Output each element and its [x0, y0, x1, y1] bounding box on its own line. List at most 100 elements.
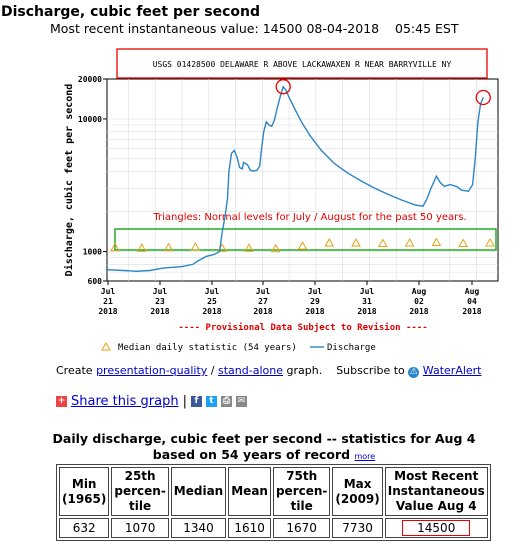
peak-circle-jul27: [275, 79, 291, 95]
station-name: USGS 01428500 DELAWARE R ABOVE LACKAWAXE…: [153, 60, 452, 69]
stats-header-cell: Most Recent Instantaneous Value Aug 4: [384, 467, 488, 516]
stats-subtitle: based on 54 years of record: [152, 447, 351, 462]
plot-frame: [106, 78, 499, 282]
stats-table: Min (1965) 25th percen-tile Median Mean 75th pe…: [56, 464, 491, 541]
recent-label: Most recent instantaneous value:: [50, 21, 259, 36]
x-tick-label: 02: [414, 297, 424, 306]
x-tick-label: Jul: [308, 287, 323, 296]
median-marker: [190, 242, 201, 251]
stats-subtitle-line: based on 54 years of record more: [0, 447, 528, 465]
median-marker: [458, 238, 469, 248]
x-tick-label: 23: [155, 297, 165, 306]
x-tick-label: 2018: [357, 307, 376, 316]
median-marker: [377, 238, 388, 248]
median-marker: [136, 243, 147, 252]
stats-value-row: 632 1070 1340 1610 1670 7730 14500: [59, 518, 488, 538]
wateralert-icon: ⚠: [408, 367, 420, 378]
print-icon[interactable]: ⎙: [220, 396, 232, 407]
legend-discharge-label: Discharge: [327, 343, 376, 353]
annotation-text: Triangles: Normal levels for July / Augu…: [152, 212, 466, 223]
stats-value-cell: 7730: [332, 518, 383, 538]
facebook-icon[interactable]: f: [190, 396, 202, 407]
x-tick-label: 31: [362, 297, 372, 306]
share-separator: |: [182, 394, 187, 409]
x-tick-label: Jul: [153, 287, 168, 296]
median-marker: [297, 241, 308, 250]
recent-value-line: Most recent instantaneous value: 14500 0…: [50, 21, 458, 36]
presentation-quality-link[interactable]: presentation-quality: [96, 364, 208, 377]
median-marker: [110, 242, 120, 252]
recent-time: 05:45 EST: [395, 21, 459, 36]
share-bar: + Share this graph | f t ⎙ ✉: [56, 394, 247, 409]
stats-header-row: Min (1965) 25th percen-tile Median Mean 75th pe…: [59, 467, 488, 516]
x-tick-label: 2018: [253, 307, 272, 316]
x-tick-label: 27: [258, 297, 268, 306]
stats-title: Daily discharge, cubic feet per second -…: [0, 431, 528, 465]
x-tick-label: 04: [467, 297, 477, 306]
y-tick-label: 1000: [83, 248, 102, 257]
most-recent-value: 14500: [402, 520, 471, 536]
x-tick-label: Aug: [465, 287, 480, 296]
x-tick-label: Jul: [256, 287, 271, 296]
stats-value-cell: 14500: [384, 518, 488, 538]
x-tick-label: 29: [310, 297, 320, 306]
stats-header-cell: 25th percen-tile: [111, 467, 169, 516]
wateralert-link[interactable]: WaterAlert: [422, 364, 482, 377]
stats-header-cell: Mean: [228, 467, 271, 516]
median-marker: [270, 243, 281, 253]
graph-text: graph.: [286, 364, 323, 377]
x-tick-label: 2018: [409, 307, 428, 316]
recent-date: 08-04-2018: [306, 21, 380, 36]
email-icon[interactable]: ✉: [235, 396, 247, 407]
x-tick-label: Aug: [412, 287, 427, 296]
x-tick-label: Jul: [360, 287, 375, 296]
x-tick-label: 2018: [462, 307, 481, 316]
stats-header-cell: Median: [170, 467, 227, 516]
share-plus-icon[interactable]: +: [56, 396, 67, 407]
normal-range-box: [114, 228, 497, 251]
stats-header-cell: 75th percen-tile: [272, 467, 331, 516]
twitter-icon[interactable]: t: [205, 396, 217, 407]
x-tick-label: Jul: [101, 287, 116, 296]
stats-value-cell: 632: [59, 518, 110, 538]
x-tick-label: 21: [103, 297, 113, 306]
x-axis: Jul212018Jul232018Jul252018Jul272018Jul2…: [98, 281, 482, 316]
y-tick-label: 20000: [78, 75, 102, 84]
x-tick-label: 2018: [150, 307, 169, 316]
stats-value-cell: 1610: [228, 518, 271, 538]
median-marker: [431, 237, 442, 247]
legend-median-marker: [101, 341, 111, 351]
more-link[interactable]: more: [354, 452, 376, 461]
median-marker: [485, 238, 495, 247]
x-tick-label: 2018: [202, 307, 221, 316]
median-marker: [324, 238, 335, 247]
legend-median-label: Median daily statistic (54 years): [118, 343, 297, 353]
median-marker: [404, 238, 415, 247]
slash-text: /: [210, 364, 215, 377]
page-title: Discharge, cubic feet per second: [1, 4, 261, 20]
discharge-series-line: [106, 85, 484, 273]
stats-header-cell: Max (2009): [332, 467, 383, 516]
median-marker: [351, 238, 361, 247]
median-markers: [110, 237, 495, 253]
stats-value-cell: 1670: [272, 518, 331, 538]
y-axis: 20000 10000 1000 600: [78, 75, 107, 286]
stats-value-cell: 1070: [111, 518, 169, 538]
stand-alone-link[interactable]: stand-alone: [218, 364, 283, 377]
stats-title-line: Daily discharge, cubic feet per second -…: [52, 431, 476, 446]
stats-header-cell: Min (1965): [59, 467, 110, 516]
create-text: Create: [56, 364, 93, 377]
x-tick-label: 2018: [305, 307, 324, 316]
station-box: [116, 48, 488, 79]
provisional-note: ---- Provisional Data Subject to Revisio…: [178, 322, 427, 333]
subscribe-text: Subscribe to: [336, 364, 405, 377]
median-marker: [163, 242, 174, 252]
recent-value: 14500: [262, 21, 303, 36]
x-tick-label: 25: [207, 297, 217, 306]
peak-circle-aug04: [475, 89, 491, 106]
x-tick-label: 2018: [98, 307, 117, 316]
y-tick-label: 600: [88, 277, 103, 286]
share-graph-link[interactable]: Share this graph: [71, 394, 179, 409]
x-tick-label: Jul: [205, 287, 220, 296]
